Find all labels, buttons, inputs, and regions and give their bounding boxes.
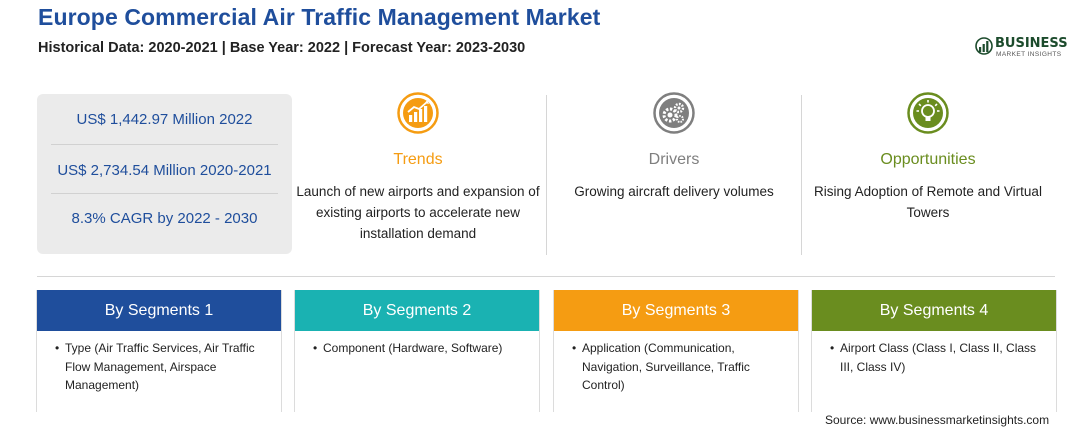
segment-1-item: Type (Air Traffic Services, Air Traffic … [55, 339, 267, 395]
logo-name: BUSINESS [995, 36, 1068, 51]
drivers-column: Drivers Growing aircraft delivery volume… [549, 92, 799, 202]
segment-3-header: By Segments 3 [554, 290, 798, 331]
lightbulb-icon [907, 92, 949, 134]
segment-2-header: By Segments 2 [295, 290, 539, 331]
segment-4-item: Airport Class (Class I, Class II, Class … [830, 339, 1042, 376]
drivers-description: Growing aircraft delivery volumes [574, 184, 774, 199]
opportunities-label: Opportunities [880, 151, 976, 168]
logo-tagline: MARKET INSIGHTS [996, 51, 1062, 58]
market-stats-panel: US$ 1,442.97 Million 2022 US$ 2,734.54 M… [37, 94, 292, 254]
segment-card-3: By Segments 3 Application (Communication… [553, 290, 799, 412]
column-divider [546, 95, 547, 255]
section-divider [37, 276, 1055, 277]
stat-market-size-2022: US$ 1,442.97 Million 2022 [76, 111, 253, 128]
page-subtitle: Historical Data: 2020-2021 | Base Year: … [38, 40, 526, 56]
segment-3-item: Application (Communication, Navigation, … [572, 339, 784, 395]
segment-card-4: By Segments 4 Airport Class (Class I, Cl… [811, 290, 1057, 412]
gears-icon [653, 92, 695, 134]
trends-description: Launch of new airports and expansion of … [296, 184, 540, 241]
logo-globe-icon [975, 37, 993, 55]
segment-card-1: By Segments 1 Type (Air Traffic Services… [36, 290, 282, 412]
stat-cagr: 8.3% CAGR by 2022 - 2030 [71, 210, 258, 227]
stat-divider [51, 144, 278, 145]
opportunities-column: Opportunities Rising Adoption of Remote … [803, 92, 1053, 223]
drivers-label: Drivers [648, 151, 700, 168]
segment-4-header: By Segments 4 [812, 290, 1056, 331]
source-citation: Source: www.businessmarketinsights.com [825, 413, 1050, 427]
segment-card-2: By Segments 2 Component (Hardware, Softw… [294, 290, 540, 412]
opportunities-description: Rising Adoption of Remote and Virtual To… [814, 184, 1042, 220]
trends-column: Trends Launch of new airports and expans… [293, 92, 543, 244]
page-title: Europe Commercial Air Traffic Management… [38, 4, 601, 30]
stat-divider [51, 193, 278, 194]
column-divider [801, 95, 802, 255]
trends-label: Trends [393, 151, 443, 168]
company-logo: BUSINESS MARKET INSIGHTS [975, 34, 1068, 60]
segment-1-header: By Segments 1 [37, 290, 281, 331]
segment-2-item: Component (Hardware, Software) [313, 339, 525, 358]
chart-growth-icon [397, 92, 439, 134]
stat-market-size-historical: US$ 2,734.54 Million 2020-2021 [57, 162, 272, 179]
